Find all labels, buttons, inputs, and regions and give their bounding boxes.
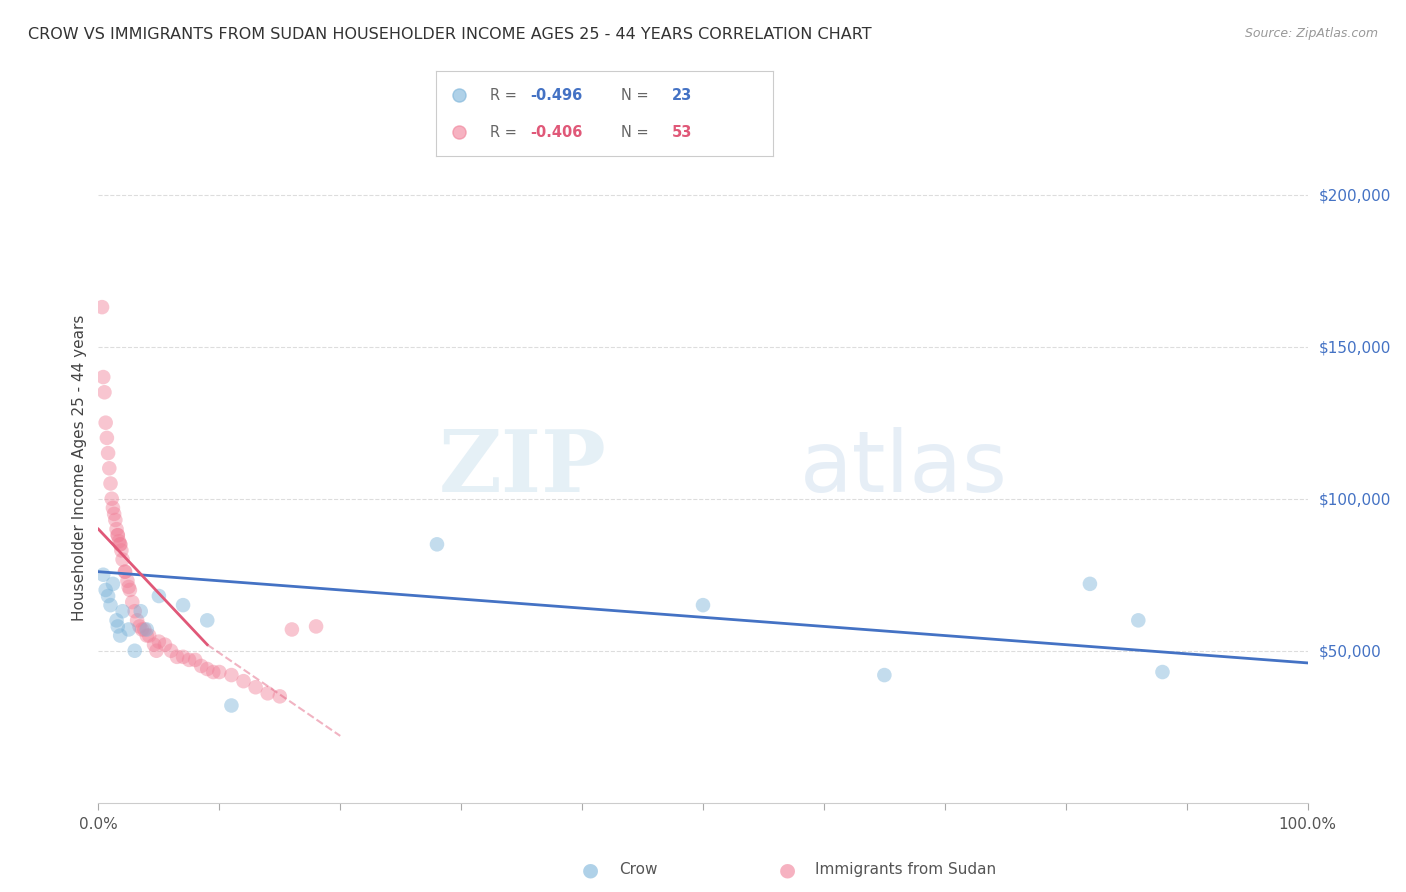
Point <box>91 300 114 314</box>
Point <box>124 644 146 658</box>
Point <box>100 476 122 491</box>
Point <box>94 416 117 430</box>
Point <box>127 613 149 627</box>
Point <box>118 580 141 594</box>
Point <box>98 461 121 475</box>
Point <box>118 623 141 637</box>
Point <box>108 534 131 549</box>
Point <box>172 598 194 612</box>
Point <box>96 431 118 445</box>
Point <box>134 623 156 637</box>
Point <box>94 582 117 597</box>
Text: -0.496: -0.496 <box>530 87 582 103</box>
Point <box>105 613 128 627</box>
Text: ZIP: ZIP <box>439 426 606 510</box>
Point <box>97 589 120 603</box>
Point <box>100 491 122 506</box>
Point <box>117 574 139 588</box>
Point <box>114 565 136 579</box>
Point <box>256 686 278 700</box>
Point <box>232 674 254 689</box>
Text: Crow: Crow <box>619 863 657 877</box>
Point <box>1128 613 1150 627</box>
Point <box>108 537 131 551</box>
Text: 23: 23 <box>672 87 692 103</box>
Point <box>135 623 157 637</box>
Point <box>202 665 225 679</box>
Text: -0.406: -0.406 <box>530 125 582 140</box>
Point <box>91 567 114 582</box>
Point <box>143 638 166 652</box>
Point <box>101 577 124 591</box>
Point <box>110 543 132 558</box>
Text: ●: ● <box>582 860 599 880</box>
Text: N =: N = <box>621 87 654 103</box>
Point <box>129 604 152 618</box>
Point <box>153 638 176 652</box>
Point <box>131 623 153 637</box>
Point <box>138 628 160 642</box>
Text: R =: R = <box>489 87 522 103</box>
Point <box>107 619 129 633</box>
Point <box>1078 577 1101 591</box>
Point <box>101 500 124 515</box>
Text: R =: R = <box>489 125 522 140</box>
Point <box>221 668 243 682</box>
Point <box>160 644 183 658</box>
Point <box>692 598 714 612</box>
Point <box>190 659 212 673</box>
Point <box>269 690 291 704</box>
Text: ●: ● <box>779 860 796 880</box>
Point <box>118 582 141 597</box>
Point <box>105 522 128 536</box>
Point <box>449 88 471 103</box>
Point <box>195 613 218 627</box>
Point <box>449 125 471 139</box>
Point <box>104 513 127 527</box>
Point <box>184 653 207 667</box>
Point <box>245 680 267 694</box>
Point <box>873 668 896 682</box>
Point <box>108 537 131 551</box>
Point <box>100 598 122 612</box>
Point <box>124 604 146 618</box>
Text: 53: 53 <box>672 125 692 140</box>
Point <box>103 507 125 521</box>
Point <box>221 698 243 713</box>
Point <box>1152 665 1174 679</box>
Point <box>107 528 129 542</box>
Point <box>281 623 304 637</box>
Point <box>128 619 150 633</box>
Point <box>305 619 328 633</box>
Point <box>208 665 231 679</box>
Point <box>179 653 201 667</box>
Point <box>148 634 170 648</box>
Text: Immigrants from Sudan: Immigrants from Sudan <box>815 863 997 877</box>
Text: atlas: atlas <box>800 426 1008 510</box>
Point <box>93 385 115 400</box>
Text: N =: N = <box>621 125 654 140</box>
Point <box>121 595 143 609</box>
Point <box>107 528 129 542</box>
Text: CROW VS IMMIGRANTS FROM SUDAN HOUSEHOLDER INCOME AGES 25 - 44 YEARS CORRELATION : CROW VS IMMIGRANTS FROM SUDAN HOUSEHOLDE… <box>28 27 872 42</box>
Point <box>135 628 157 642</box>
Point <box>114 565 136 579</box>
Point <box>426 537 449 551</box>
Point <box>195 662 218 676</box>
Point <box>145 644 167 658</box>
Point <box>91 370 114 384</box>
Point <box>108 628 131 642</box>
Point <box>97 446 120 460</box>
Point <box>111 604 134 618</box>
Point <box>111 552 134 566</box>
Text: Source: ZipAtlas.com: Source: ZipAtlas.com <box>1244 27 1378 40</box>
Point <box>166 649 188 664</box>
Y-axis label: Householder Income Ages 25 - 44 years: Householder Income Ages 25 - 44 years <box>72 315 87 622</box>
Point <box>148 589 170 603</box>
Point <box>172 649 194 664</box>
